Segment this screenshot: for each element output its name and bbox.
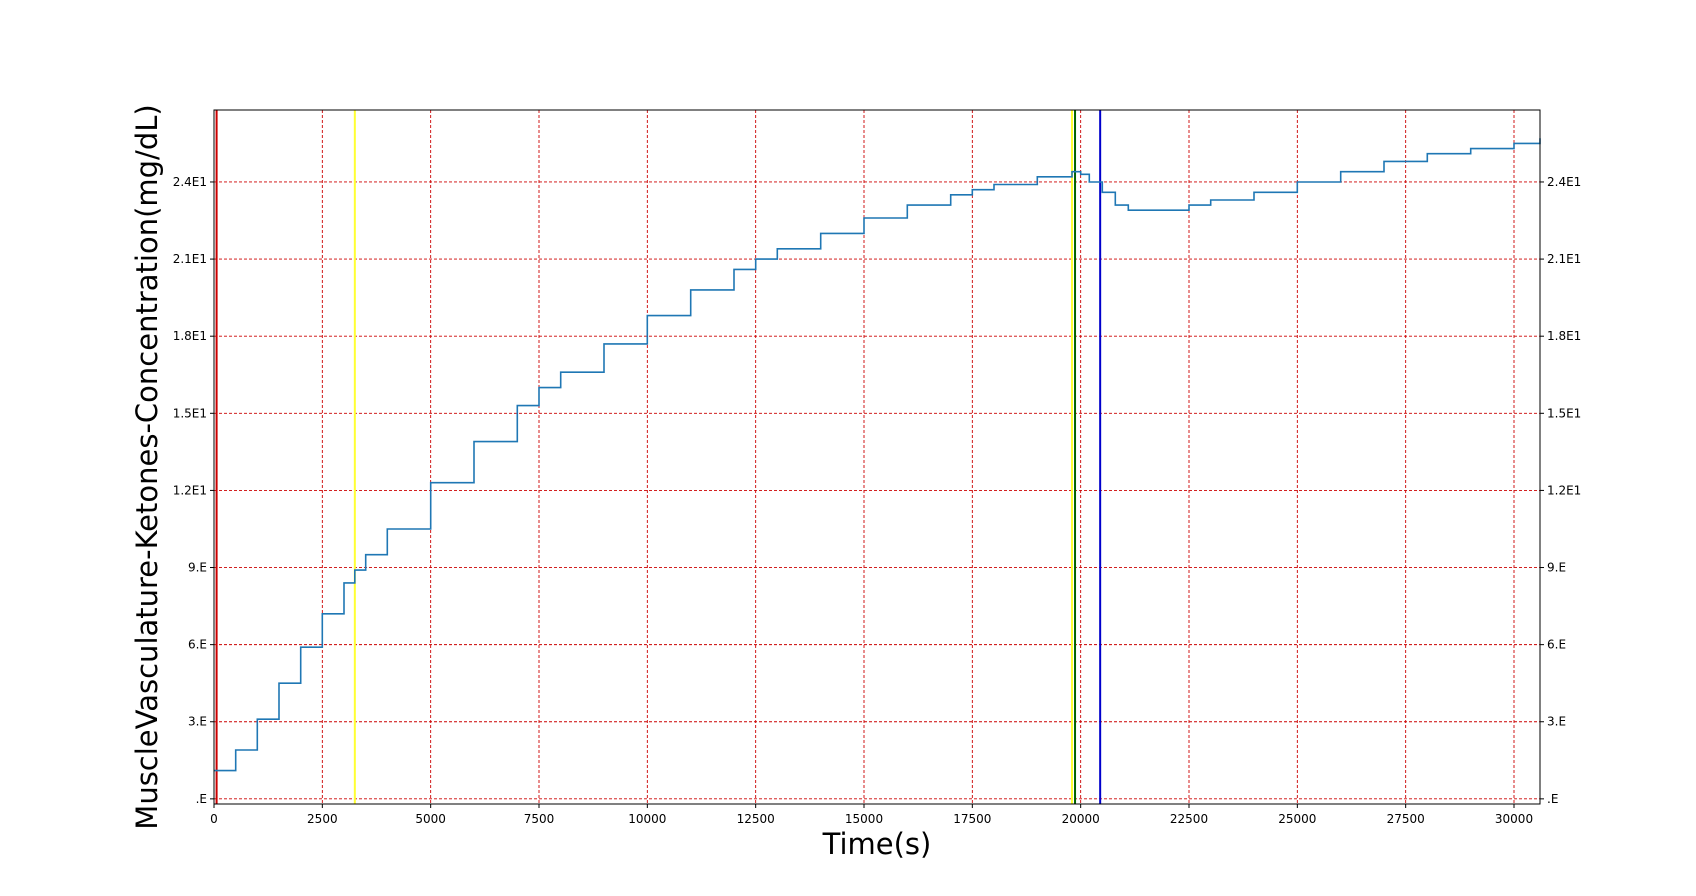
x-tick-label: 15000 [845, 812, 883, 826]
x-tick-label: 30000 [1495, 812, 1533, 826]
y-tick-label: 9.E [188, 561, 207, 575]
y-tick-label: 1.8E1 [173, 329, 207, 343]
y-tick-label: 1.2E1 [173, 483, 207, 497]
y-tick-label: 2.4E1 [173, 175, 207, 189]
x-tick-label: 12500 [737, 812, 775, 826]
y-axis-label: MuscleVasculature-Ketones-Concentration(… [130, 104, 164, 829]
x-tick-label: 25000 [1278, 812, 1316, 826]
x-tick-label: 22500 [1170, 812, 1208, 826]
y-tick-label-right: 3.E [1547, 715, 1566, 729]
y-tick-label: 2.1E1 [173, 252, 207, 266]
data-series-line [214, 138, 1541, 772]
y-tick-label-right: 1.8E1 [1547, 329, 1581, 343]
x-tick-label: 5000 [415, 812, 446, 826]
x-tick-label: 27500 [1387, 812, 1425, 826]
y-tick-label-right: 1.5E1 [1547, 406, 1581, 420]
x-tick-label: 2500 [307, 812, 338, 826]
x-tick-label: 20000 [1062, 812, 1100, 826]
y-tick-label-right: 2.4E1 [1547, 175, 1581, 189]
y-tick-label: 6.E [188, 638, 207, 652]
y-tick-label-right: 9.E [1547, 561, 1566, 575]
y-tick-label-right: 1.2E1 [1547, 483, 1581, 497]
plot-area-frame [213, 109, 1541, 805]
y-tick-label-right: 6.E [1547, 638, 1566, 652]
x-tick-label: 0 [210, 812, 218, 826]
x-tick-label: 10000 [628, 812, 666, 826]
y-tick-label: 1.5E1 [173, 406, 207, 420]
y-tick-label: 3.E [188, 715, 207, 729]
y-tick-label-right: .E [1547, 792, 1558, 806]
y-tick-label: .E [196, 792, 207, 806]
y-tick-label-right: 2.1E1 [1547, 252, 1581, 266]
x-tick-label: 7500 [524, 812, 555, 826]
ticks: 0 2500 5000 7500 10000 12500 15000 17500 20000 22… [173, 175, 1582, 826]
vertical-markers [215, 110, 1102, 804]
x-axis-label: Time(s) [822, 827, 932, 861]
series-layer [214, 138, 1541, 772]
x-tick-label: 17500 [953, 812, 991, 826]
